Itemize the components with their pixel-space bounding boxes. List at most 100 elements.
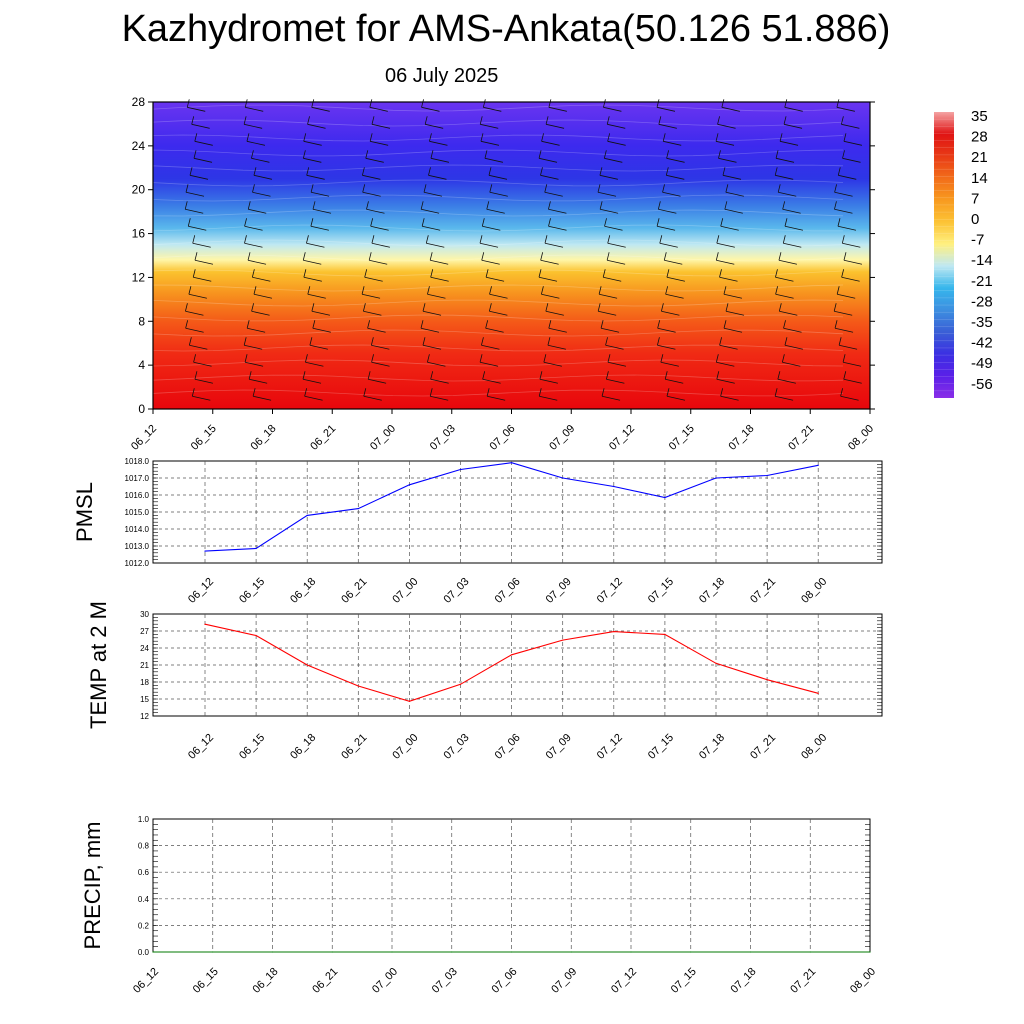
x-tick-label: 07_06 bbox=[493, 732, 523, 762]
wind-barb-flag bbox=[430, 150, 434, 159]
data-point bbox=[613, 485, 615, 488]
wind-barb bbox=[836, 106, 855, 112]
data-point bbox=[715, 662, 717, 664]
x-tick-label: 07_12 bbox=[595, 576, 625, 606]
wind-barb-flag bbox=[541, 133, 544, 142]
data-point bbox=[357, 685, 359, 687]
wind-barb bbox=[422, 225, 441, 231]
wind-barb-flag bbox=[666, 269, 670, 278]
wind-barb bbox=[423, 191, 443, 197]
wind-barb-flag bbox=[309, 337, 313, 346]
wind-barb-flag bbox=[604, 218, 607, 227]
wind-barb-flag bbox=[430, 371, 434, 380]
wind-barb bbox=[838, 174, 857, 180]
wind-barb-flag bbox=[656, 218, 660, 227]
wind-barb bbox=[720, 225, 739, 231]
data-point bbox=[715, 477, 717, 479]
wind-barb bbox=[363, 395, 382, 401]
contour-line bbox=[152, 149, 844, 157]
wind-barb-flag bbox=[425, 235, 429, 244]
wind-barb bbox=[245, 106, 264, 112]
wind-barb bbox=[486, 208, 505, 214]
colorbar-label: 28 bbox=[971, 129, 988, 146]
wind-barb bbox=[303, 157, 322, 163]
wind-barb-flag bbox=[836, 286, 840, 295]
y-tick-label: 24 bbox=[140, 644, 149, 653]
data-point bbox=[357, 508, 359, 510]
wind-barb-flag bbox=[311, 303, 315, 312]
wind-barb-flag bbox=[362, 184, 366, 193]
wind-barb-flag bbox=[716, 235, 720, 244]
wind-barb bbox=[481, 344, 500, 350]
data-point bbox=[459, 683, 462, 685]
colorbar-label: -28 bbox=[971, 293, 993, 310]
x-tick-label: 08_00 bbox=[799, 576, 829, 606]
wind-barb bbox=[601, 327, 620, 333]
wind-barb-flag bbox=[420, 201, 424, 210]
wind-barb bbox=[604, 157, 623, 163]
wind-barb bbox=[309, 344, 328, 350]
wind-barb bbox=[777, 378, 796, 384]
wind-barb-flag bbox=[248, 371, 252, 380]
wind-barb-flag bbox=[370, 337, 374, 346]
y-tick-label: 16 bbox=[132, 227, 146, 241]
wind-barb bbox=[775, 395, 794, 401]
wind-barb-flag bbox=[782, 201, 786, 210]
wind-barb bbox=[312, 327, 331, 333]
wind-barb bbox=[194, 378, 214, 384]
y-tick-label: 1013.0 bbox=[125, 542, 150, 551]
wind-barb-flag bbox=[479, 116, 483, 125]
wind-barb bbox=[191, 123, 210, 129]
wind-barb-flag bbox=[597, 184, 601, 193]
wind-barb-flag bbox=[428, 167, 431, 176]
wind-barb-flag bbox=[720, 218, 724, 227]
wind-barb-flag bbox=[420, 320, 424, 329]
contour-line bbox=[152, 359, 844, 367]
wind-barb-flag bbox=[371, 235, 375, 244]
wind-barb bbox=[666, 157, 685, 163]
wind-barb bbox=[371, 344, 390, 350]
x-tick-label: 07_09 bbox=[547, 423, 577, 453]
wind-barb bbox=[371, 242, 390, 248]
x-tick-label: 06_21 bbox=[310, 966, 340, 996]
y-tick-label: 0.2 bbox=[138, 921, 150, 930]
wind-barb-flag bbox=[833, 303, 837, 312]
wind-barb bbox=[371, 123, 391, 129]
wind-barb-flag bbox=[246, 320, 250, 329]
wind-barb bbox=[598, 310, 617, 316]
x-tick-label: 07_00 bbox=[390, 732, 420, 762]
colorbar-label: -35 bbox=[971, 314, 993, 331]
wind-barb-flag bbox=[545, 116, 549, 125]
wind-barb bbox=[723, 327, 743, 333]
y-tick-label: 15 bbox=[140, 695, 149, 704]
wind-barb bbox=[605, 344, 624, 350]
wind-barb bbox=[607, 361, 627, 367]
wind-barb-flag bbox=[369, 99, 373, 108]
wind-barb bbox=[430, 378, 449, 384]
wind-barb bbox=[311, 191, 330, 197]
wind-barb-flag bbox=[725, 303, 729, 312]
wind-barb-flag bbox=[834, 320, 838, 329]
wind-barb bbox=[600, 208, 619, 214]
wind-barb-flag bbox=[253, 286, 257, 295]
wind-barb-flag bbox=[779, 133, 783, 142]
wind-barb bbox=[305, 361, 324, 367]
y-tick-label: 1014.0 bbox=[125, 525, 150, 534]
wind-barb bbox=[430, 395, 449, 401]
wind-barb-flag bbox=[486, 388, 490, 397]
wind-barb bbox=[252, 191, 271, 197]
wind-barb-flag bbox=[719, 269, 722, 278]
wind-barb bbox=[607, 259, 626, 265]
contour-line bbox=[152, 329, 844, 337]
wind-barb bbox=[421, 208, 440, 214]
colorbar-label: 35 bbox=[971, 108, 988, 125]
wind-barb bbox=[603, 106, 622, 112]
wind-barb bbox=[842, 242, 861, 248]
wind-barb-flag bbox=[243, 337, 247, 346]
x-tick-label: 06_21 bbox=[339, 732, 369, 762]
wind-barb bbox=[604, 225, 623, 231]
x-tick-label: 06_15 bbox=[237, 732, 267, 762]
wind-barb-flag bbox=[311, 99, 315, 108]
wind-barb bbox=[603, 276, 622, 282]
wind-barb bbox=[489, 310, 508, 316]
